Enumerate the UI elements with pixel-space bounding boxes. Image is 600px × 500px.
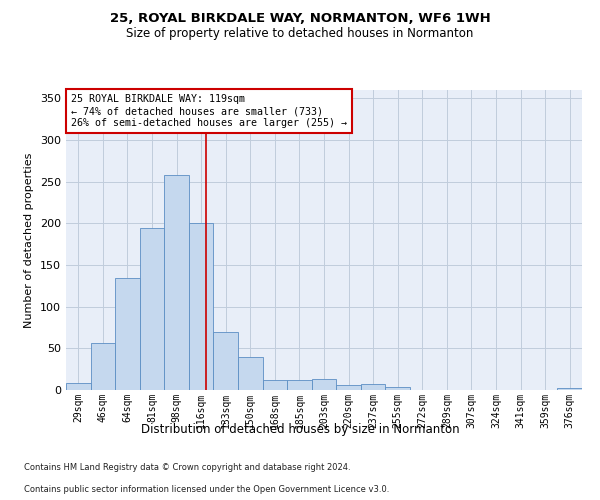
Text: Contains HM Land Registry data © Crown copyright and database right 2024.: Contains HM Land Registry data © Crown c…	[24, 464, 350, 472]
Text: Distribution of detached houses by size in Normanton: Distribution of detached houses by size …	[140, 422, 460, 436]
Bar	[336, 385, 361, 390]
Bar	[312, 379, 336, 390]
Text: 25 ROYAL BIRKDALE WAY: 119sqm
← 74% of detached houses are smaller (733)
26% of : 25 ROYAL BIRKDALE WAY: 119sqm ← 74% of d…	[71, 94, 347, 128]
Text: Contains public sector information licensed under the Open Government Licence v3: Contains public sector information licen…	[24, 485, 389, 494]
Bar	[287, 380, 312, 390]
Bar	[238, 356, 263, 390]
Bar	[361, 384, 385, 390]
Bar	[214, 332, 238, 390]
Bar	[263, 380, 287, 390]
Bar	[66, 384, 91, 390]
Y-axis label: Number of detached properties: Number of detached properties	[25, 152, 34, 328]
Bar	[115, 278, 140, 390]
Bar	[557, 388, 582, 390]
Bar	[91, 342, 115, 390]
Bar	[164, 175, 189, 390]
Text: 25, ROYAL BIRKDALE WAY, NORMANTON, WF6 1WH: 25, ROYAL BIRKDALE WAY, NORMANTON, WF6 1…	[110, 12, 490, 26]
Bar	[140, 228, 164, 390]
Bar	[189, 224, 214, 390]
Bar	[385, 386, 410, 390]
Text: Size of property relative to detached houses in Normanton: Size of property relative to detached ho…	[127, 28, 473, 40]
